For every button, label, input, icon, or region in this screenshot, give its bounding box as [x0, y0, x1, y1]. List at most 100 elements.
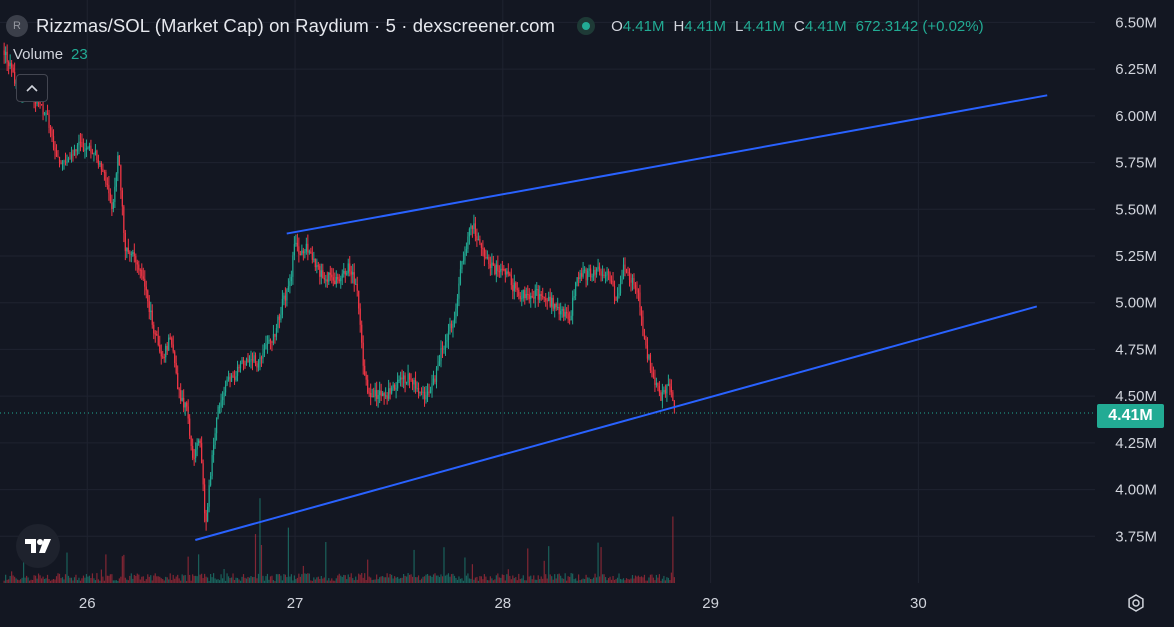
- candle-body: [450, 323, 453, 329]
- candle-body: [456, 298, 459, 309]
- candle-body: [73, 149, 76, 156]
- candle-body: [359, 308, 361, 325]
- candle-body: [645, 338, 647, 346]
- volume-bar: [361, 573, 363, 583]
- candle-body: [204, 484, 206, 514]
- candle-body: [99, 163, 101, 165]
- trendline[interactable]: [195, 305, 1038, 541]
- candle-body: [394, 384, 396, 390]
- candle-body: [419, 391, 421, 394]
- candle-body: [413, 379, 415, 385]
- tradingview-logo-icon[interactable]: [16, 524, 60, 568]
- volume-bar: [497, 573, 499, 583]
- candle-body: [513, 282, 515, 292]
- candle-body: [440, 348, 442, 362]
- price-axis[interactable]: 3.75M 4.00M 4.25M 4.50M 4.75M 5.00M 5.25M 5.50M…: [1115, 14, 1157, 545]
- volume-bar: [142, 576, 144, 583]
- volume-bar: [619, 578, 622, 583]
- candle-body: [557, 307, 559, 309]
- volume-bar: [187, 556, 189, 583]
- candle-body: [438, 361, 441, 365]
- collapse-legend-button[interactable]: [16, 74, 48, 102]
- volume-bar: [181, 574, 183, 583]
- candle-body: [235, 375, 237, 381]
- volume-bar: [34, 575, 37, 583]
- candle-body: [441, 348, 444, 350]
- volume-bar: [33, 575, 35, 583]
- time-axis[interactable]: 26 27 28 29 30: [79, 595, 927, 612]
- volume-bar: [229, 577, 231, 583]
- candle-body: [603, 274, 605, 276]
- volume-bar: [136, 573, 138, 583]
- volume-bar: [444, 575, 447, 583]
- candle-body: [111, 202, 113, 209]
- volume-bar: [308, 573, 310, 583]
- candle-body: [392, 384, 394, 388]
- low-label: L: [735, 17, 744, 35]
- volume-bar: [284, 574, 287, 583]
- volume-bar: [260, 544, 263, 583]
- candle-body: [554, 303, 556, 309]
- volume-bar: [524, 580, 526, 583]
- volume-bar: [105, 554, 107, 583]
- candle-body: [49, 127, 52, 131]
- volume-bar: [232, 573, 234, 583]
- volume-bar: [24, 577, 26, 583]
- volume-bar: [195, 575, 197, 583]
- candle-body: [220, 400, 222, 407]
- candle-body: [356, 283, 358, 291]
- candle-body: [57, 156, 59, 158]
- volume-bar: [394, 576, 396, 583]
- candle-body: [560, 310, 562, 315]
- candle-body: [331, 274, 333, 278]
- volume-bar: [332, 580, 334, 583]
- volume-bar: [163, 580, 165, 583]
- volume-bar: [651, 574, 653, 583]
- candle-body: [195, 449, 197, 458]
- candle-body: [337, 276, 339, 280]
- candle-body: [443, 348, 445, 350]
- symbol-icon[interactable]: R: [6, 15, 28, 37]
- volume-bar: [537, 575, 539, 583]
- price-tick-label: 5.50M: [1115, 201, 1157, 218]
- trendline[interactable]: [286, 94, 1048, 235]
- candle-body: [55, 151, 58, 157]
- candle-body: [138, 264, 140, 270]
- volume-bar: [522, 575, 524, 583]
- time-tick-label: 29: [702, 595, 719, 612]
- volume-bar: [519, 578, 521, 583]
- volume-bar: [343, 574, 345, 583]
- volume-bar: [483, 574, 485, 583]
- volume-bar: [367, 559, 369, 583]
- volume-bar: [402, 574, 405, 583]
- time-tick-label: 27: [287, 595, 304, 612]
- volume-bar: [637, 575, 640, 583]
- grid-lines: [0, 0, 1095, 583]
- price-tick-label: 6.25M: [1115, 61, 1157, 78]
- volume-bar: [307, 573, 309, 583]
- volume-bar: [645, 580, 647, 583]
- price-tick-label: 6.50M: [1115, 14, 1157, 31]
- candle-body: [572, 297, 574, 316]
- time-tick-label: 30: [910, 595, 927, 612]
- trendlines[interactable]: [195, 94, 1048, 541]
- settings-gear-icon[interactable]: [1125, 592, 1147, 614]
- volume-bar: [289, 576, 291, 583]
- candle-body: [268, 339, 270, 344]
- candle-body: [286, 289, 288, 301]
- volume-bar: [208, 580, 210, 583]
- volume-bar: [120, 576, 122, 583]
- volume-bar: [563, 578, 565, 583]
- candle-body: [132, 252, 134, 255]
- candle-body: [370, 392, 372, 398]
- candle-body: [435, 368, 438, 382]
- volume-bar: [349, 577, 351, 583]
- candle-body: [205, 513, 207, 522]
- candle-body: [51, 130, 53, 137]
- volume-bar: [58, 573, 61, 583]
- volume-bar: [452, 573, 454, 583]
- candle-body: [543, 296, 545, 299]
- volume-bar: [476, 576, 478, 583]
- candle-body: [11, 63, 13, 68]
